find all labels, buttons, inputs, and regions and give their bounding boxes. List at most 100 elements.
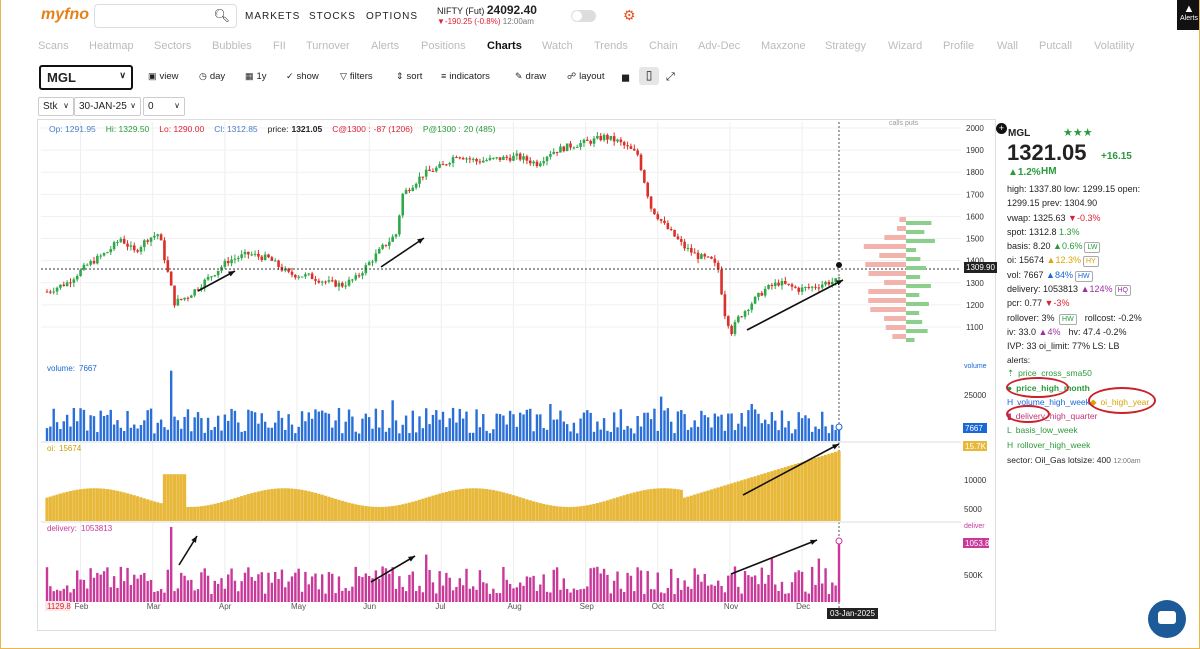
- tab-adv-dec[interactable]: Adv-Dec: [698, 40, 741, 52]
- nifty-quote[interactable]: NIFTY (Fut) 24092.40: [437, 3, 537, 17]
- bar-mark: [378, 579, 381, 602]
- candle-body: [448, 163, 452, 165]
- oi-bar: [424, 497, 428, 521]
- tab-positions[interactable]: Positions: [421, 40, 466, 52]
- candlestick-icon[interactable]: ▯: [639, 67, 659, 85]
- bar-mark: [384, 431, 388, 441]
- oi-bar: [766, 472, 771, 521]
- tab-chain[interactable]: Chain: [649, 40, 678, 52]
- tab-wizard[interactable]: Wizard: [888, 40, 923, 52]
- bar-mark: [384, 568, 388, 602]
- type-select[interactable]: Stk ∨: [38, 97, 74, 116]
- oi-bar: [260, 490, 264, 521]
- view-button[interactable]: ▣ view: [148, 71, 179, 82]
- chat-button[interactable]: [1148, 600, 1186, 638]
- day-button[interactable]: ◷ day: [199, 71, 226, 82]
- search-input[interactable]: 🔍︎: [94, 4, 237, 28]
- gear-icon[interactable]: ⚙: [623, 7, 636, 23]
- oi-bar: [827, 453, 831, 521]
- theme-toggle[interactable]: [571, 10, 596, 22]
- chart-panel[interactable]: [37, 119, 996, 631]
- expiry-select[interactable]: 30-JAN-25 ∨: [74, 97, 141, 116]
- oi-bar: [162, 474, 167, 521]
- alert-price-cross-sma50[interactable]: ⇡ price_cross_sma50: [1007, 368, 1092, 378]
- bar-mark: [643, 412, 646, 441]
- candle-body: [552, 151, 556, 155]
- tab-alerts[interactable]: Alerts: [371, 40, 400, 52]
- tab-wall[interactable]: Wall: [997, 40, 1018, 52]
- nav-options[interactable]: OPTIONS: [366, 11, 419, 22]
- symbol-select[interactable]: MGL ∨: [39, 65, 133, 90]
- tab-volatility[interactable]: Volatility: [1094, 40, 1135, 52]
- tab-bubbles[interactable]: Bubbles: [212, 40, 252, 52]
- bar-mark: [693, 420, 696, 441]
- tab-trends[interactable]: Trends: [594, 40, 628, 52]
- volume-dot: [835, 423, 843, 431]
- bar-mark: [146, 580, 149, 602]
- first-badge: 1129.8: [47, 602, 71, 611]
- tab-heatmap[interactable]: Heatmap: [89, 40, 134, 52]
- bar-mark: [136, 428, 139, 441]
- bar-mark: [79, 408, 82, 441]
- candle-body: [82, 264, 86, 270]
- candle-body: [726, 316, 730, 326]
- oi-bar: [820, 455, 824, 521]
- bar-mark: [438, 571, 441, 602]
- tab-sectors[interactable]: Sectors: [154, 40, 192, 52]
- filters-button[interactable]: ▽ filters: [340, 71, 373, 82]
- layout-button[interactable]: ☍ layout: [567, 71, 605, 82]
- call-oi-bar: [870, 307, 906, 312]
- bar-mark: [804, 591, 807, 602]
- delivery-badge: 1053.8: [965, 539, 990, 548]
- oi-bar: [736, 481, 740, 521]
- bar-mark: [55, 589, 59, 602]
- range-button[interactable]: ▦ 1y: [245, 71, 267, 82]
- search-icon[interactable]: 🔍︎: [213, 8, 230, 23]
- candle-body: [341, 282, 344, 287]
- bar-mark: [800, 418, 804, 441]
- bar-mark: [210, 430, 213, 441]
- oi-bar: [756, 475, 761, 521]
- delivery-label: delivery:: [47, 524, 77, 533]
- nav-markets[interactable]: MARKETS: [245, 11, 301, 22]
- add-icon[interactable]: +: [996, 123, 1007, 134]
- oi-bar: [367, 506, 371, 521]
- nav-stocks[interactable]: STOCKS: [309, 11, 356, 22]
- tab-maxzone[interactable]: Maxzone: [761, 40, 806, 52]
- tab-fii[interactable]: FII: [273, 40, 286, 52]
- tab-charts[interactable]: Charts: [487, 40, 522, 52]
- chart-type-area-icon[interactable]: ◼: [621, 72, 631, 84]
- oi-bar: [293, 488, 297, 521]
- bar-mark: [723, 430, 727, 441]
- candle-body: [79, 269, 82, 276]
- expand-icon[interactable]: ⤢: [666, 71, 675, 83]
- strike-select[interactable]: 0 ∨: [143, 97, 185, 116]
- bar-mark: [716, 416, 720, 441]
- candle-body: [263, 254, 267, 260]
- indicators-button[interactable]: ≡ indicators: [441, 71, 490, 82]
- tab-profile[interactable]: Profile: [943, 40, 975, 52]
- logo[interactable]: myfno: [41, 6, 89, 23]
- sort-button[interactable]: ⇕ sort: [396, 71, 423, 82]
- oi-bar: [773, 470, 777, 521]
- tab-strategy[interactable]: Strategy: [825, 40, 866, 52]
- show-button[interactable]: ✓ show: [286, 71, 319, 82]
- tab-putcall[interactable]: Putcall: [1039, 40, 1073, 52]
- draw-button[interactable]: ✎ draw: [515, 71, 547, 82]
- oi-bar: [458, 489, 462, 521]
- oi-bar: [414, 500, 418, 521]
- bar-mark: [270, 427, 274, 441]
- bar-mark: [99, 410, 102, 441]
- tab-turnover[interactable]: Turnover: [306, 40, 350, 52]
- tab-watch[interactable]: Watch: [542, 40, 573, 52]
- oi-bar: [223, 501, 227, 521]
- candle-body: [790, 284, 794, 287]
- candle-body: [663, 220, 666, 224]
- bar-mark: [737, 586, 740, 602]
- tab-scans[interactable]: Scans: [38, 40, 69, 52]
- alerts-button[interactable]: ▲ Alerts: [1177, 0, 1199, 30]
